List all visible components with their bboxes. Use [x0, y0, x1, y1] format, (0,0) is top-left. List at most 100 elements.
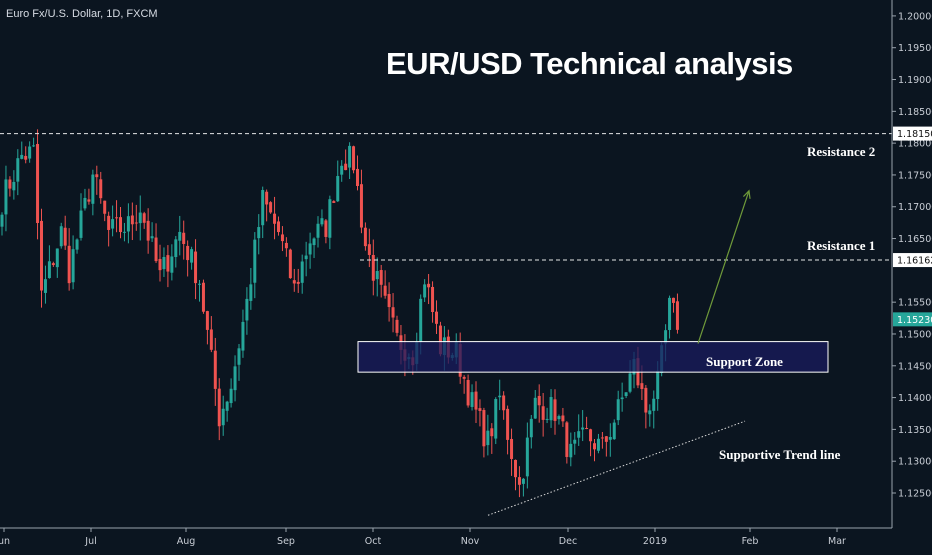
candle-body — [142, 213, 146, 223]
candle-body — [395, 319, 399, 333]
candle-body — [209, 329, 213, 350]
candle-body — [0, 214, 4, 227]
candle-body — [95, 174, 99, 178]
candle-body — [12, 181, 16, 191]
candle-body — [363, 227, 367, 247]
candle-body — [486, 430, 490, 446]
candle-body — [356, 168, 359, 186]
candle-body — [288, 249, 292, 279]
candle-body — [8, 179, 12, 189]
candle-body — [320, 218, 324, 225]
candle-body — [628, 373, 632, 392]
supportive-trend-line — [487, 420, 746, 516]
candle-body — [16, 158, 20, 182]
x-tick-label: Feb — [742, 536, 759, 547]
candle-body — [419, 298, 423, 342]
candle-body — [510, 438, 514, 459]
candle-body — [517, 477, 521, 485]
resistance2-price-label: 1.18150 — [897, 129, 932, 140]
candle-body — [233, 366, 237, 391]
candle-body — [36, 143, 40, 224]
y-tick-label: 1.13500 — [898, 425, 932, 436]
candle-body — [237, 348, 241, 365]
candle-body — [577, 431, 581, 438]
candle-body — [4, 179, 8, 215]
candle-body — [130, 215, 134, 225]
candle-body — [83, 197, 87, 209]
candle-body — [150, 236, 154, 239]
resistance1-price-label: 1.16162 — [897, 256, 932, 267]
candle-body — [146, 220, 150, 241]
candle-body — [119, 217, 122, 233]
candle-body — [166, 255, 170, 272]
candle-body — [438, 325, 442, 355]
y-tick-label: 1.19000 — [898, 75, 932, 86]
support-zone-box — [357, 341, 829, 373]
candle-body — [348, 145, 352, 168]
candle-body — [296, 281, 300, 284]
candle-body — [241, 321, 245, 351]
candle-body — [383, 285, 387, 296]
x-tick-label: un — [0, 536, 10, 547]
candle-body — [205, 311, 209, 330]
candle-body — [624, 392, 628, 397]
candle-body — [498, 395, 502, 398]
candle-body — [63, 227, 67, 246]
candle-body — [174, 239, 178, 258]
candle-body — [664, 330, 668, 344]
y-tick-label: 1.19500 — [898, 43, 932, 54]
projection-arrow-head — [742, 189, 751, 199]
candle-body — [359, 184, 363, 228]
candle-body — [75, 239, 79, 250]
candle-body — [213, 350, 217, 389]
candle-body — [182, 232, 186, 244]
candle-body — [59, 226, 63, 247]
candle-body — [217, 388, 221, 427]
y-tick-label: 1.15000 — [898, 329, 932, 340]
candle-body — [198, 283, 201, 285]
candle-body — [265, 191, 269, 205]
candle-body — [387, 294, 391, 308]
candle-body — [466, 379, 470, 406]
symbol-header: Euro Fx/U.S. Dollar, 1D, FXCM — [6, 8, 158, 20]
candle-body — [502, 395, 506, 411]
x-tick-label: Dec — [559, 536, 577, 547]
candle-body — [340, 165, 344, 175]
candle-body — [514, 459, 517, 478]
candle-body — [225, 401, 229, 411]
candle-body — [352, 146, 356, 171]
candle-body — [304, 255, 308, 260]
candle-body — [261, 189, 265, 226]
candle-body — [273, 213, 277, 224]
candle-body — [521, 478, 525, 484]
candle-body — [525, 437, 529, 477]
candle-body — [596, 438, 600, 451]
candle-body — [284, 242, 288, 249]
candle-body — [482, 410, 486, 447]
candle-body — [99, 179, 103, 199]
candle-body — [111, 219, 115, 229]
candle-body — [644, 387, 648, 413]
candle-body — [122, 231, 126, 233]
candle-body — [91, 174, 95, 204]
candle-body — [190, 249, 194, 263]
y-tick-label: 1.12500 — [898, 489, 932, 500]
price-label-box — [893, 253, 932, 268]
candle-body — [40, 220, 43, 291]
candle-body — [533, 397, 537, 419]
candle-body — [593, 443, 596, 450]
candle-body — [292, 280, 296, 284]
candle-body — [158, 258, 162, 271]
candle-body — [529, 418, 533, 438]
candle-body — [115, 217, 119, 219]
candle-body — [371, 254, 375, 281]
candle-body — [600, 437, 604, 439]
candle-body — [249, 284, 253, 301]
candle-body — [277, 221, 280, 233]
y-tick-label: 1.18000 — [898, 139, 932, 150]
candle-body — [553, 399, 557, 421]
y-tick-label: 1.17500 — [898, 170, 932, 181]
